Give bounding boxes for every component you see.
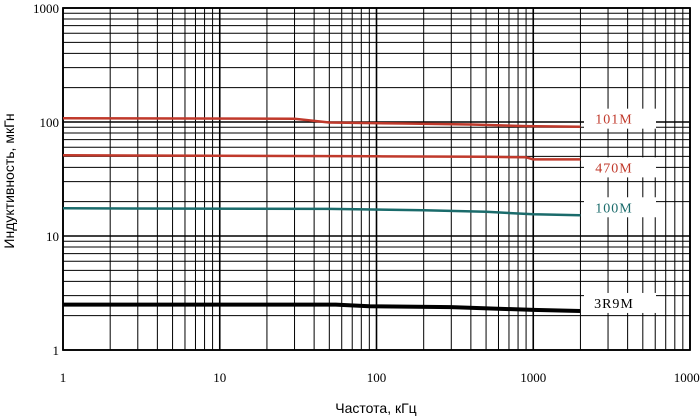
series-label: 100M bbox=[595, 201, 632, 216]
series-label-background bbox=[584, 292, 656, 313]
x-tick-label: 1000 bbox=[520, 370, 546, 385]
x-axis-label: Частота, кГц bbox=[335, 400, 416, 416]
x-tick-label: 10000 bbox=[674, 370, 700, 385]
series-label-background bbox=[584, 108, 656, 129]
y-axis-label: Индуктивность, мкГн bbox=[1, 113, 17, 248]
series-label: 101M bbox=[595, 113, 632, 128]
series-line bbox=[63, 302, 581, 313]
y-tick-label: 10 bbox=[46, 229, 59, 244]
y-tick-label: 100 bbox=[40, 115, 60, 130]
series-line bbox=[62, 116, 581, 128]
series-labels: 101M 470M 100M 3R9M bbox=[584, 108, 656, 313]
series-line bbox=[62, 207, 581, 217]
x-tick-label: 100 bbox=[367, 370, 387, 385]
series-label-background bbox=[584, 197, 656, 218]
series-lines bbox=[62, 116, 581, 313]
y-tick-label: 1000 bbox=[33, 1, 59, 16]
series-label: 470M bbox=[595, 161, 632, 176]
plot-frame bbox=[62, 7, 691, 351]
tick-labels: 1 10 100 1000 10000 1 10 100 1000 bbox=[33, 1, 700, 385]
x-tick-label: 10 bbox=[213, 370, 226, 385]
series-label: 3R9M bbox=[594, 297, 634, 312]
y-tick-label: 1 bbox=[53, 343, 60, 358]
series-line bbox=[62, 154, 581, 161]
x-tick-label: 1 bbox=[60, 370, 67, 385]
series-label-background bbox=[584, 157, 656, 178]
